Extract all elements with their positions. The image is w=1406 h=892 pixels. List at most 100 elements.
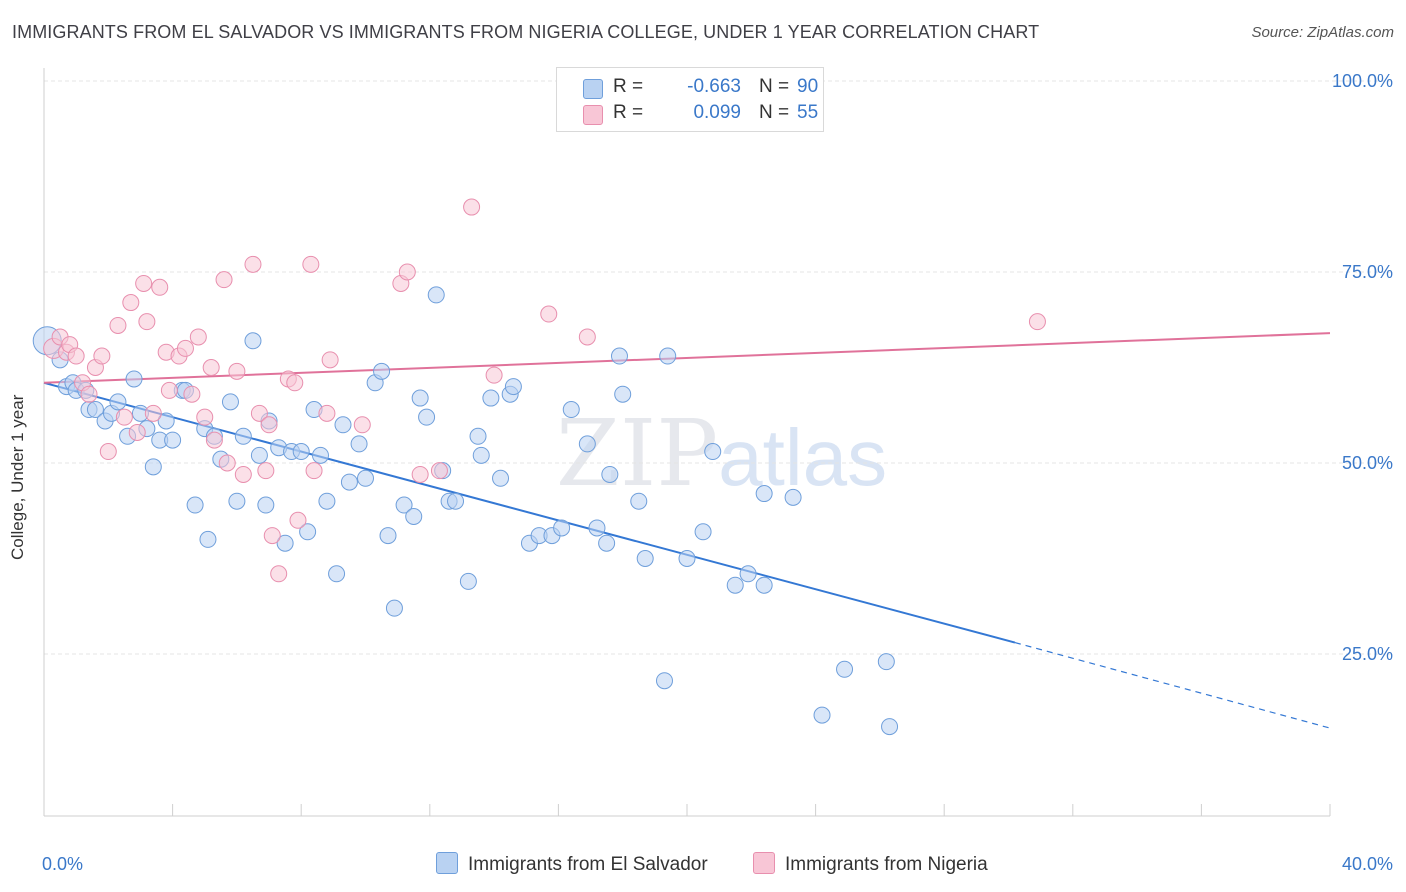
legend-r-label: R = [613, 76, 644, 97]
point-el-salvador [562, 401, 580, 419]
point-el-salvador [427, 286, 445, 304]
point-el-salvador [385, 599, 403, 617]
point-nigeria [228, 362, 246, 380]
point-el-salvador [292, 443, 310, 461]
bottom-legend-nigeria: Immigrants from Nigeria [753, 852, 988, 876]
legend-n-label: N = [759, 102, 790, 123]
point-el-salvador [877, 653, 895, 671]
point-nigeria [321, 351, 339, 369]
axes [43, 68, 1331, 817]
point-el-salvador [418, 408, 436, 426]
point-nigeria [411, 465, 429, 483]
watermark: ZIPatlas [556, 400, 887, 507]
point-nigeria [263, 527, 281, 545]
grid-lines [44, 80, 1394, 655]
point-nigeria [138, 313, 156, 331]
legend-swatch-el-salvador [583, 79, 603, 99]
point-el-salvador [221, 393, 239, 411]
x-tick-label: 40.0% [1342, 854, 1393, 874]
point-el-salvador [492, 469, 510, 487]
point-nigeria [122, 294, 140, 312]
y-tick-label: 25.0% [1342, 644, 1393, 664]
legend-swatch-nigeria [583, 105, 603, 125]
point-el-salvador [813, 706, 831, 724]
point-el-salvador [109, 393, 127, 411]
y-tick-label: 50.0% [1342, 453, 1393, 473]
point-el-salvador [411, 389, 429, 407]
point-el-salvador [395, 496, 413, 514]
point-nigeria [260, 416, 278, 434]
point-el-salvador [250, 446, 268, 464]
point-el-salvador [678, 550, 696, 567]
point-nigeria [318, 404, 336, 422]
y-axis-label: College, Under 1 year [8, 394, 27, 560]
legend-r-value: 0.099 [693, 102, 741, 123]
point-el-salvador [311, 446, 329, 464]
point-el-salvador [157, 412, 175, 430]
point-nigeria [67, 347, 85, 365]
point-el-salvador [334, 416, 352, 434]
point-nigeria [302, 255, 320, 273]
point-el-salvador [447, 492, 465, 510]
point-nigeria [115, 408, 133, 426]
point-nigeria [398, 263, 416, 281]
watermark-atlas: atlas [718, 413, 888, 502]
point-el-salvador [86, 401, 104, 419]
point-nigeria [218, 454, 236, 472]
point-el-salvador [694, 523, 712, 541]
bottom-legend-label-nigeria: Immigrants from Nigeria [785, 854, 988, 875]
point-el-salvador [836, 660, 854, 678]
y-tick-label: 100.0% [1332, 71, 1393, 91]
trend-line-el-salvador-extension [1014, 641, 1331, 729]
point-el-salvador [601, 465, 619, 483]
legend-r-value: -0.663 [687, 76, 741, 97]
watermark-zip: ZIP [556, 400, 719, 507]
point-el-salvador [704, 443, 722, 461]
legend-r-label: R = [613, 102, 644, 123]
point-el-salvador [755, 485, 773, 503]
tick-labels: 25.0% 50.0% 75.0% 100.0% 0.0% 40.0% [42, 71, 1393, 874]
point-nigeria [202, 359, 220, 376]
point-nigeria [270, 565, 288, 583]
point-nigeria [578, 328, 596, 346]
point-el-salvador [199, 530, 217, 548]
point-nigeria [463, 198, 481, 216]
point-el-salvador [482, 389, 500, 407]
point-nigeria [183, 385, 201, 403]
bottom-legend-label-el-salvador: Immigrants from El Salvador [468, 854, 708, 875]
point-el-salvador [299, 523, 317, 541]
point-el-salvador [469, 427, 487, 445]
correlation-legend: R = -0.663 N = 90 R = 0.099 N = 55 [556, 67, 824, 132]
point-el-salvador [636, 550, 654, 567]
point-el-salvador [379, 527, 397, 545]
point-nigeria [176, 339, 194, 357]
point-el-salvador [459, 572, 477, 590]
legend-n-label: N = [759, 76, 790, 97]
data-points [32, 198, 1046, 736]
point-nigeria [99, 443, 117, 461]
point-nigeria [144, 404, 162, 422]
point-nigeria [234, 465, 252, 483]
point-el-salvador [186, 496, 204, 514]
point-nigeria [189, 328, 207, 346]
point-el-salvador [578, 435, 596, 453]
point-el-salvador [164, 431, 182, 449]
source-attribution: Source: ZipAtlas.com [1251, 24, 1394, 41]
point-nigeria [128, 423, 146, 441]
point-el-salvador [881, 718, 899, 736]
point-el-salvador [784, 488, 802, 506]
point-el-salvador [655, 672, 673, 690]
point-el-salvador [739, 565, 757, 583]
legend-n-value: 55 [797, 102, 819, 123]
trend-line-el-salvador [43, 381, 1016, 644]
point-nigeria [286, 374, 304, 392]
trend-lines [43, 332, 1331, 729]
point-el-salvador [373, 362, 391, 380]
point-el-salvador [257, 496, 275, 514]
bottom-legend-swatch-nigeria [753, 852, 775, 874]
point-nigeria [1028, 313, 1046, 331]
point-el-salvador [357, 469, 374, 487]
x-tick-label: 0.0% [42, 854, 83, 874]
point-nigeria [257, 462, 275, 480]
